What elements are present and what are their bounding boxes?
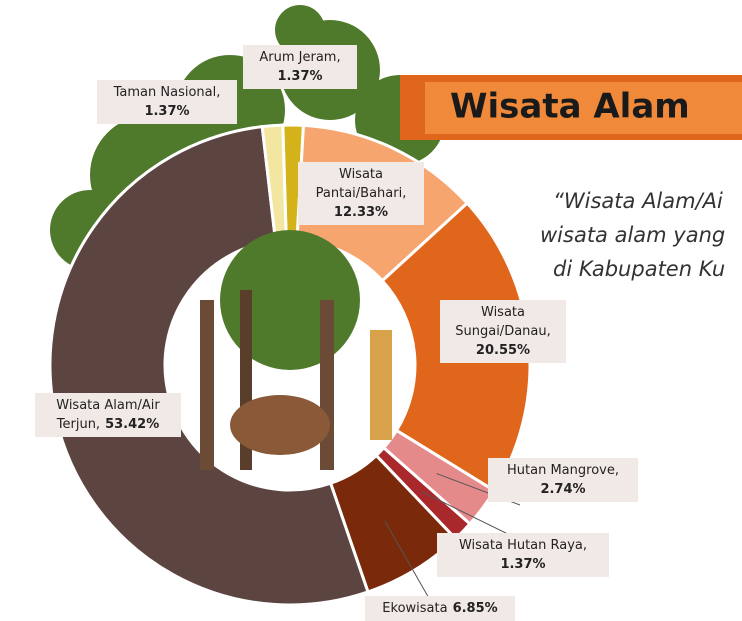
slice-name: Arum Jeram, [259,50,341,65]
slice-value: 1.37% [277,69,323,84]
title: Wisata Alam [450,87,690,127]
slice-label: Hutan Mangrove, 2.74% [488,458,638,502]
quote-line: “Wisata Alam/Ai [553,189,723,213]
slice-label: Wisata Sungai/Danau, 20.55% [440,300,566,363]
slice-value: 1.37% [144,104,190,119]
slice-value: 2.74% [540,482,586,497]
slice-name: Wisata Pantai/Bahari, [315,167,407,201]
title-banner-inner [425,82,742,134]
slice-name: Wisata Hutan Raya, [458,538,588,553]
slice-name: Taman Nasional, [113,85,221,100]
slice-name: Wisata Sungai/Danau, [455,305,551,339]
slice-value: 53.42% [105,417,160,432]
donut-slice [48,124,370,607]
slice-value: 6.85% [452,601,498,616]
slice-label: Arum Jeram, 1.37% [243,45,357,89]
slice-value: 1.37% [500,557,546,572]
slice-label: Wisata Alam/Air Terjun, 53.42% [35,393,181,437]
slice-label: Ekowisata 6.85% [365,596,515,621]
slice-value: 12.33% [333,205,389,220]
quote-line: di Kabupaten Ku [553,257,725,281]
slice-name: Wisata Alam/Air Terjun, [56,398,160,432]
quote-line: wisata alam yang [540,223,725,247]
slice-label: Wisata Hutan Raya, 1.37% [437,533,609,577]
leader-line [384,520,431,601]
forest [168,230,412,487]
slice-value: 20.55% [475,343,531,358]
slice-label: Wisata Pantai/Bahari, 12.33% [298,162,424,225]
slice-label: Taman Nasional, 1.37% [97,80,237,124]
slice-name: Hutan Mangrove, [507,463,619,478]
leader-line [421,491,521,541]
slice-name: Ekowisata [382,601,448,616]
